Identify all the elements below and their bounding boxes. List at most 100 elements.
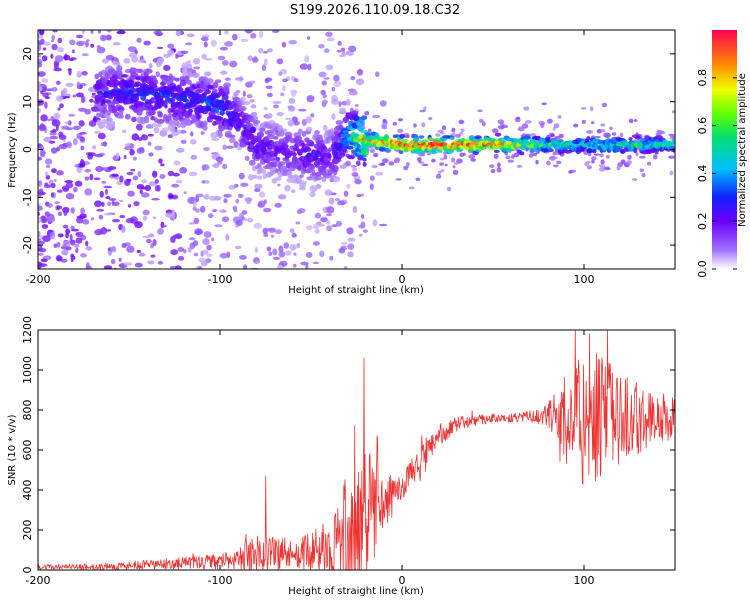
- spectrogram-cell: [264, 78, 270, 84]
- spectrogram-cell: [249, 128, 256, 133]
- spectrogram-cell: [299, 174, 304, 178]
- spectrogram-cell: [335, 220, 342, 227]
- spectrogram-cell: [219, 252, 229, 259]
- spectrogram-cell: [247, 218, 254, 223]
- spectrogram-cell: [233, 91, 239, 97]
- spectrogram-cell: [254, 260, 261, 264]
- spectrogram-cell: [169, 97, 176, 103]
- spectrogram-cell: [356, 160, 361, 167]
- spectrogram-cell: [147, 260, 155, 265]
- spectrogram-cell: [609, 126, 613, 130]
- spectrogram-cell: [431, 158, 436, 163]
- spectrogram-cell: [38, 243, 41, 249]
- spectrogram-cell: [38, 85, 43, 92]
- spectrogram-cell: [616, 165, 621, 171]
- spectrogram-cell: [254, 188, 261, 193]
- spectrogram-cell: [670, 134, 675, 139]
- spectrogram-cell: [276, 58, 284, 65]
- spectrogram-cell: [90, 30, 94, 34]
- spectrogram-cell: [362, 161, 367, 167]
- spectrogram-cell: [129, 143, 135, 149]
- spectrogram-cell: [312, 241, 320, 246]
- spectrogram-cell: [333, 80, 342, 88]
- spectrogram-cell: [249, 99, 255, 103]
- spectrogram-cell: [103, 212, 113, 216]
- spectrogram-cell: [300, 261, 309, 266]
- spectrogram-cell: [108, 95, 114, 100]
- spectrogram-cell: [153, 117, 159, 123]
- spectrogram-cell: [192, 240, 199, 247]
- spectrogram-cell: [305, 251, 313, 258]
- spectrogram-cell: [53, 67, 62, 72]
- spectrogram-cell: [168, 119, 175, 127]
- snr-series-line: [38, 330, 675, 570]
- spectrogram-cell: [409, 186, 415, 190]
- spectrogram-cell: [646, 161, 652, 166]
- spectrogram-cell: [671, 145, 675, 150]
- spectrogram-cell: [257, 153, 264, 158]
- spectrogram-cell: [86, 39, 90, 42]
- spectrogram-cell: [46, 164, 51, 169]
- spectrogram-cell: [179, 167, 188, 174]
- spectrogram-cell: [188, 222, 195, 225]
- spectrogram-cell: [150, 254, 156, 258]
- spectrogram-cell: [541, 102, 547, 106]
- spectrogram-cell: [167, 43, 175, 49]
- spectrogram-cell: [437, 129, 445, 133]
- spectrogram-cell: [85, 246, 93, 251]
- spectrogram-cell: [274, 229, 283, 235]
- spectrogram-cell: [134, 221, 143, 229]
- spectrogram-cell: [222, 144, 228, 151]
- spectrogram-cell: [394, 159, 400, 164]
- spectrogram-cell: [127, 204, 132, 208]
- spectrogram-cell: [435, 173, 442, 179]
- spectrogram-cell: [127, 46, 137, 53]
- spectrogram-cell: [58, 134, 67, 140]
- spectrogram-cell: [603, 132, 611, 138]
- spectrogram-cell: [196, 113, 201, 120]
- spectrogram-cell: [283, 242, 290, 249]
- spectrogram-cell: [354, 104, 359, 107]
- spectrogram-cell: [126, 171, 134, 176]
- spectrogram-ytick-label: 10: [21, 95, 34, 109]
- spectrogram-cell: [641, 172, 646, 178]
- spectrogram-cell: [331, 164, 339, 173]
- spectrogram-cell: [309, 185, 318, 193]
- spectrogram-cell: [168, 194, 174, 199]
- spectrogram-cell: [123, 262, 133, 266]
- spectrogram-cell: [177, 247, 185, 252]
- spectrogram-cell: [307, 36, 311, 40]
- spectrogram-cell: [556, 160, 562, 165]
- spectrogram-cell: [288, 97, 296, 104]
- spectrogram-cell: [292, 263, 297, 268]
- spectrogram-cell: [194, 229, 203, 236]
- spectrogram-cell: [339, 107, 346, 112]
- spectrogram-cell: [168, 75, 176, 81]
- spectrogram-cell: [553, 123, 560, 129]
- spectrogram-cell: [102, 103, 108, 109]
- spectrogram-cell: [148, 109, 156, 116]
- spectrogram-cell: [59, 103, 64, 109]
- spectrogram-cell: [56, 80, 61, 85]
- spectrogram-cell: [439, 162, 444, 166]
- spectrogram-cell: [545, 138, 552, 144]
- spectrogram-cell: [201, 53, 207, 60]
- spectrogram-cell: [100, 118, 109, 125]
- spectrogram-cell: [458, 119, 465, 124]
- figure-title: S199.2026.110.09.18.C32: [290, 3, 460, 18]
- spectrogram-cell: [154, 179, 159, 184]
- spectrogram-cell: [234, 245, 242, 250]
- spectrogram-cell: [104, 188, 108, 195]
- spectrogram-cell: [152, 216, 157, 219]
- spectrogram-cell: [84, 168, 91, 173]
- spectrogram-cell: [265, 85, 273, 90]
- spectrogram-cell: [100, 69, 107, 76]
- spectrogram-cell: [153, 126, 160, 134]
- spectrogram-cell: [305, 116, 312, 124]
- spectrogram-cell: [598, 163, 606, 168]
- spectrogram-cell: [262, 147, 267, 154]
- spectrogram-cell: [112, 60, 118, 66]
- spectrogram-cell: [42, 47, 47, 51]
- spectrogram-cell: [160, 163, 165, 167]
- spectrogram-cell: [331, 113, 336, 120]
